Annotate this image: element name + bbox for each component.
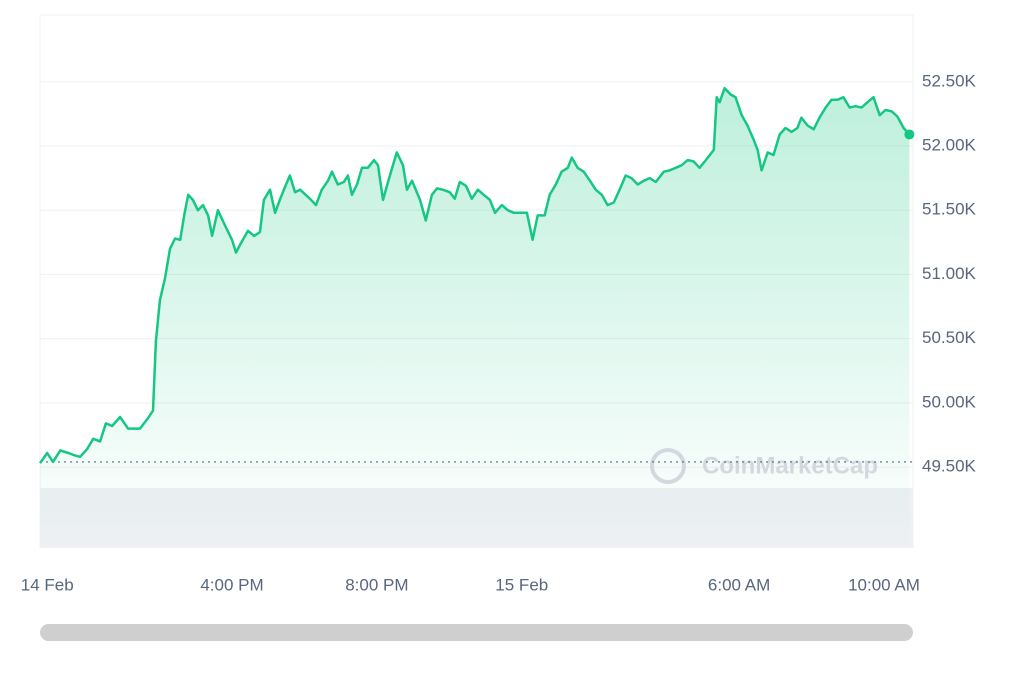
y-tick-label: 49.50K (922, 457, 977, 476)
watermark-text: CoinMarketCap (702, 452, 878, 479)
last-point (904, 129, 915, 140)
scrollbar[interactable] (40, 624, 913, 641)
watermark-logo (650, 448, 686, 484)
x-tick-label: 6:00 AM (708, 575, 770, 594)
area-fill (40, 88, 910, 548)
y-tick-label: 52.50K (922, 71, 977, 90)
y-tick-label: 52.00K (922, 135, 977, 154)
x-tick-label: 10:00 AM (848, 575, 920, 594)
y-tick-label: 50.50K (922, 328, 977, 347)
y-tick-label: 50.00K (922, 392, 977, 411)
price-line (38, 86, 911, 464)
x-tick-label: 15 Feb (495, 575, 548, 594)
x-tick-label: 14 Feb (21, 575, 74, 594)
x-tick-label: 8:00 PM (345, 575, 408, 594)
x-tick-label: 4:00 PM (200, 575, 263, 594)
y-tick-label: 51.50K (922, 200, 977, 219)
watermark: CoinMarketCap (650, 448, 878, 484)
y-tick-label: 51.00K (922, 264, 977, 283)
